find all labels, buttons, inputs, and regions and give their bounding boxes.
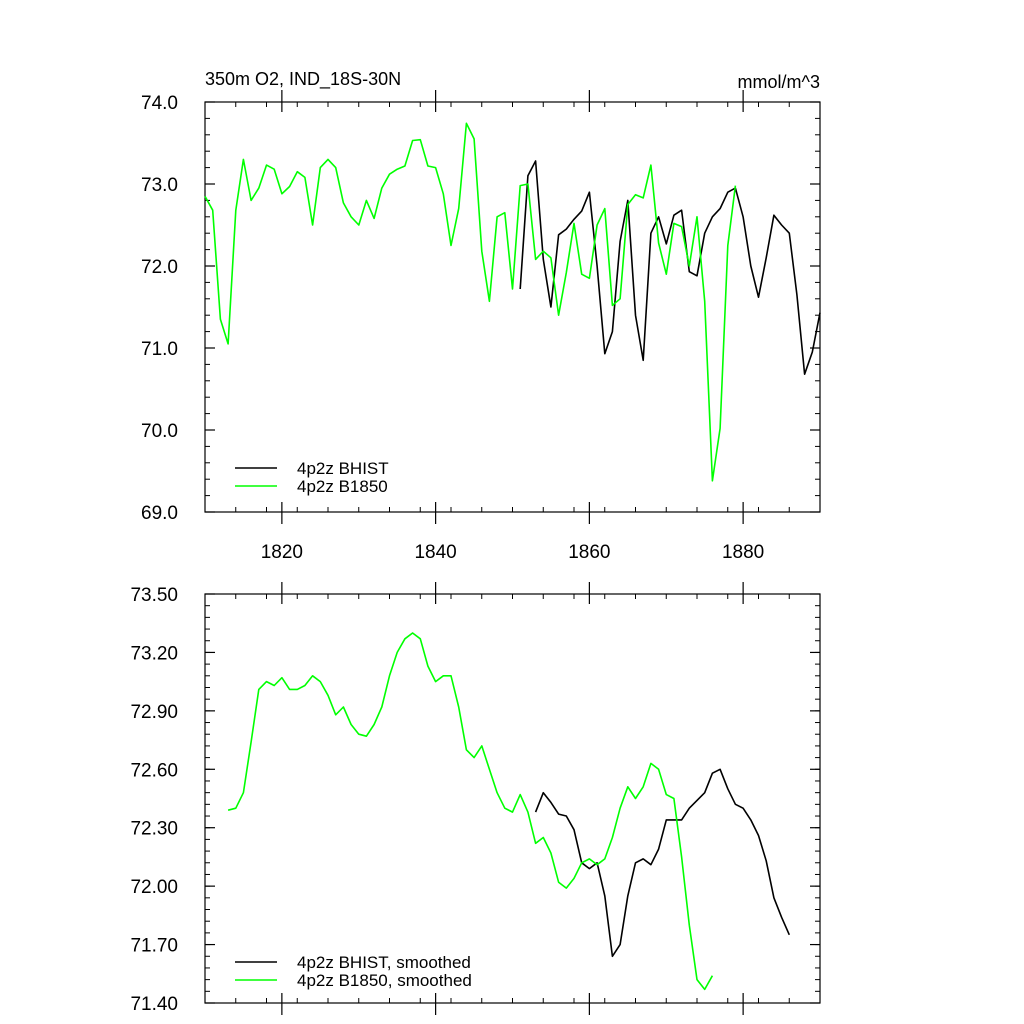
top-lines [204, 122, 821, 482]
series-line-1 [227, 632, 714, 991]
x-tick-label: 1840 [414, 542, 456, 563]
y-tick-label: 71.40 [130, 994, 178, 1015]
legend-label: 4p2z BHIST, smoothed [297, 953, 471, 972]
bottom-axes: 71.40 71.70 72.00 72.30 72.60 72.90 73.20 73.50 [130, 582, 821, 1015]
top-units: mmol/m^3 [738, 72, 820, 92]
y-tick-label: 72.90 [130, 702, 178, 723]
y-tick-label: 72.0 [141, 257, 178, 278]
legend-label: 4p2z B1850 [297, 477, 388, 496]
y-tick-label: 69.0 [141, 503, 178, 524]
series-line-0 [519, 160, 821, 376]
x-tick-label: 1820 [261, 542, 303, 563]
y-tick-label: 72.00 [130, 877, 178, 898]
y-tick-label: 74.0 [141, 93, 178, 114]
y-tick-label: 72.60 [130, 760, 178, 781]
bottom-panel: 71.40 71.70 72.00 72.30 72.60 72.90 73.20 73.50… [130, 582, 821, 1015]
x-tick-label: 1880 [722, 542, 764, 563]
series-line-0 [534, 768, 791, 958]
bottom-lines [227, 632, 791, 991]
top-panel: 350m O2, IND_18S-30N mmol/m^3 69.0 70.0 71… [141, 69, 821, 563]
plot-frame [204, 593, 821, 1004]
y-tick-label: 73.20 [130, 643, 178, 664]
y-tick-label: 71.0 [141, 339, 178, 360]
y-tick-label: 73.50 [130, 585, 178, 606]
legend-label: 4p2z BHIST [297, 459, 389, 478]
top-title: 350m O2, IND_18S-30N [205, 69, 401, 90]
x-tick-label: 1860 [568, 542, 610, 563]
top-axes: 69.0 70.0 71.0 72.0 73.0 74.0 1820 1840 1860 1880 [141, 90, 821, 563]
y-tick-label: 70.0 [141, 421, 178, 442]
y-tick-label: 73.0 [141, 175, 178, 196]
plot-frame [204, 101, 821, 513]
y-tick-label: 71.70 [130, 936, 178, 957]
legend-label: 4p2z B1850, smoothed [297, 971, 472, 990]
series-line-1 [204, 122, 737, 482]
y-tick-label: 72.30 [130, 819, 178, 840]
